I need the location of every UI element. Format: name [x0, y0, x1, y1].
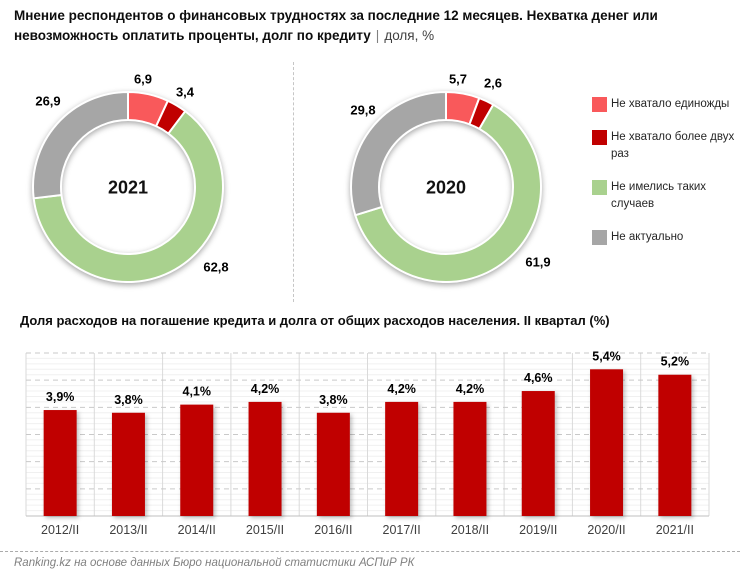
legend-swatch-dark-red: [592, 130, 607, 145]
x-axis-label: 2013/II: [109, 523, 147, 537]
legend-item-more-than-twice: Не хватало более двух раз: [592, 129, 738, 163]
donut-slice: [350, 91, 447, 217]
bar-value-label: 5,2%: [661, 355, 690, 369]
bar: [658, 374, 692, 516]
bar: [111, 412, 145, 516]
donut-slice: [32, 110, 224, 283]
bar: [385, 401, 419, 516]
bar: [43, 410, 77, 516]
page-title: Мнение респондентов о финансовых труднос…: [14, 6, 720, 46]
legend-item-once: Не хватало единожды: [592, 96, 738, 113]
bar-value-label: 4,6%: [524, 371, 553, 385]
title-suffix: доля, %: [384, 28, 435, 43]
donut-value-label: 62,8: [203, 260, 228, 275]
legend-label: Не актуально: [611, 231, 684, 243]
bar-value-label: 4,2%: [456, 382, 485, 396]
bar: [453, 401, 487, 516]
bar-value-label: 3,8%: [114, 393, 143, 407]
bar-value-label: 4,2%: [387, 382, 416, 396]
footer: Ranking.kz на основе данных Бюро национа…: [0, 551, 740, 569]
donut-value-label: 5,7: [449, 72, 467, 87]
bar-chart-title: Доля расходов на погашение кредита и дол…: [20, 313, 610, 328]
legend-swatch-light-red: [592, 97, 607, 112]
title-separator: |: [375, 28, 380, 43]
x-axis-label: 2020/II: [587, 523, 625, 537]
donut-value-label: 29,8: [350, 103, 375, 118]
donut-center-year: 2021: [108, 177, 148, 197]
x-axis-label: 2014/II: [178, 523, 216, 537]
donut-ring: [350, 91, 542, 283]
bar-value-label: 3,9%: [46, 390, 75, 404]
bar: [248, 401, 282, 516]
legend-item-not-relevant: Не актуально: [592, 229, 738, 246]
x-axis-label: 2016/II: [314, 523, 352, 537]
bar-value-label: 5,4%: [592, 349, 621, 363]
donut-value-label: 6,9: [134, 72, 152, 87]
donut-chart-2020: 5,7 2,6 61,9 29,8 2020: [350, 72, 551, 283]
x-axis-label: 2021/II: [656, 523, 694, 537]
legend-label: Не хватало единожды: [611, 98, 730, 110]
x-axis-label: 2017/II: [383, 523, 421, 537]
donut-slice: [32, 91, 129, 200]
x-axis-label: 2018/II: [451, 523, 489, 537]
vertical-dashed-divider: [293, 62, 294, 302]
legend-label: Не имелись таких случаев: [611, 181, 707, 210]
x-axis-label: 2015/II: [246, 523, 284, 537]
legend-item-no-cases: Не имелись таких случаев: [592, 179, 738, 213]
bar: [590, 369, 624, 516]
bar-chart: 3,9% 2012/II 3,8% 2013/II 4,1% 2014/II 4,2% 201…: [25, 349, 710, 537]
bar: [521, 391, 555, 516]
bar: [180, 404, 214, 516]
legend-swatch-gray: [592, 230, 607, 245]
bar-value-label: 3,8%: [319, 393, 348, 407]
donut-value-label: 61,9: [525, 255, 550, 270]
donut-ring: [32, 91, 224, 283]
donut-chart-2021: 6,9 3,4 62,8 26,9 2021: [32, 72, 229, 283]
page-title-main: Мнение респондентов о финансовых труднос…: [14, 8, 658, 43]
legend-label: Не хватало более двух раз: [611, 131, 735, 160]
bar-value-label: 4,2%: [251, 382, 280, 396]
donut-value-label: 26,9: [35, 94, 60, 109]
legend: Не хватало единожды Не хватало более дву…: [592, 96, 738, 246]
x-axis-label: 2012/II: [41, 523, 79, 537]
donut-center-year: 2020: [426, 177, 466, 197]
legend-swatch-green: [592, 180, 607, 195]
donut-value-label: 2,6: [484, 76, 502, 91]
donut-slice: [354, 103, 542, 283]
bar-value-label: 4,1%: [183, 385, 212, 399]
x-axis-label: 2019/II: [519, 523, 557, 537]
donut-value-label: 3,4: [176, 85, 195, 100]
bar: [316, 412, 350, 516]
footer-source: Ranking.kz на основе данных Бюро национа…: [14, 557, 415, 569]
